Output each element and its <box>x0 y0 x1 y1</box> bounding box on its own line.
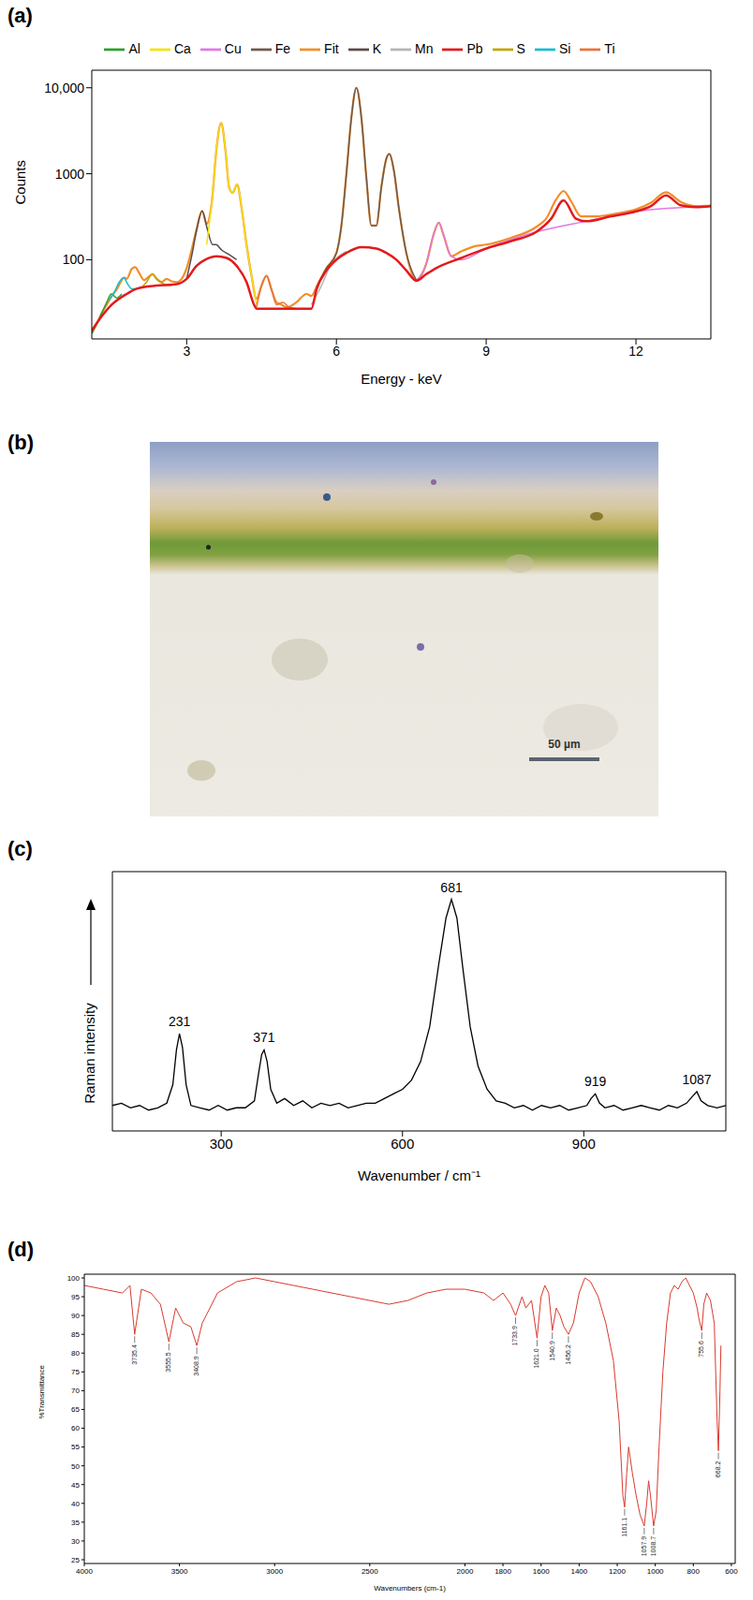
svg-text:%Transmittance: %Transmittance <box>37 1364 46 1419</box>
svg-text:Raman intensity: Raman intensity <box>81 1003 98 1105</box>
html-text:(a): (a) <box>7 3 33 28</box>
svg-text:3735.4: 3735.4 <box>131 1344 138 1366</box>
svg-text:755.6: 755.6 <box>697 1341 705 1359</box>
html-text:(b): (b) <box>7 430 34 455</box>
svg-text:1540.9: 1540.9 <box>548 1341 556 1362</box>
html-text:Ti: Ti <box>604 40 615 56</box>
svg-text:1087: 1087 <box>681 1072 711 1088</box>
svg-text:1621.0: 1621.0 <box>532 1348 540 1370</box>
svg-text:3500: 3500 <box>171 1567 189 1577</box>
svg-text:3555.5: 3555.5 <box>164 1352 172 1374</box>
svg-text:100: 100 <box>67 1274 81 1284</box>
svg-text:40: 40 <box>71 1500 80 1509</box>
svg-text:90: 90 <box>71 1312 80 1321</box>
svg-text:4000: 4000 <box>75 1567 93 1577</box>
svg-text:85: 85 <box>71 1330 80 1340</box>
svg-text:70: 70 <box>71 1387 80 1396</box>
html-text:50 µm: 50 µm <box>548 738 581 752</box>
svg-text:65: 65 <box>71 1405 80 1415</box>
html-text:Fit: Fit <box>324 40 339 56</box>
svg-text:231: 231 <box>168 1014 192 1030</box>
svg-text:1456.2: 1456.2 <box>564 1344 572 1366</box>
svg-text:1000: 1000 <box>55 166 85 182</box>
svg-text:12: 12 <box>628 343 644 359</box>
svg-text:681: 681 <box>440 880 463 896</box>
svg-text:600: 600 <box>390 1136 414 1152</box>
html-text:Ca: Ca <box>174 40 191 56</box>
html-text:K: K <box>372 40 382 56</box>
svg-text:3000: 3000 <box>265 1567 283 1577</box>
html-text:S: S <box>516 40 526 56</box>
svg-text:9: 9 <box>482 343 490 359</box>
html-text:Pb: Pb <box>466 40 483 56</box>
svg-text:95: 95 <box>71 1293 80 1302</box>
svg-text:3: 3 <box>182 343 191 359</box>
svg-text:80: 80 <box>71 1349 80 1359</box>
html-text:Fe: Fe <box>275 40 291 56</box>
svg-text:50: 50 <box>71 1462 80 1472</box>
svg-text:1000: 1000 <box>647 1567 665 1577</box>
svg-text:30: 30 <box>71 1537 80 1547</box>
svg-text:2000: 2000 <box>457 1567 474 1577</box>
svg-text:800: 800 <box>687 1567 701 1577</box>
svg-text:300: 300 <box>209 1136 234 1152</box>
html-text:(c): (c) <box>7 837 33 861</box>
svg-text:100: 100 <box>62 251 86 267</box>
svg-text:1057.9: 1057.9 <box>640 1536 648 1558</box>
svg-text:10,000: 10,000 <box>44 80 85 96</box>
svg-text:3408.9: 3408.9 <box>192 1356 200 1377</box>
svg-text:900: 900 <box>572 1136 596 1152</box>
html-text:Cu: Cu <box>224 40 242 56</box>
svg-text:600: 600 <box>724 1567 739 1577</box>
svg-text:Counts: Counts <box>12 160 29 206</box>
svg-text:2500: 2500 <box>361 1567 379 1577</box>
svg-text:371: 371 <box>252 1030 276 1046</box>
svg-text:919: 919 <box>584 1074 607 1090</box>
svg-text:35: 35 <box>71 1519 80 1528</box>
html-text:Mn: Mn <box>414 40 434 56</box>
svg-text:25: 25 <box>71 1556 80 1566</box>
svg-text:Energy - keV: Energy - keV <box>360 370 443 387</box>
svg-text:75: 75 <box>71 1368 80 1377</box>
svg-text:668.2: 668.2 <box>714 1461 722 1479</box>
svg-text:60: 60 <box>71 1424 80 1433</box>
svg-text:Wavenumber / cm⁻¹: Wavenumber / cm⁻¹ <box>357 1167 481 1184</box>
html-text:Si: Si <box>559 40 571 56</box>
svg-text:45: 45 <box>71 1481 80 1491</box>
svg-text:1600: 1600 <box>532 1567 550 1577</box>
svg-text:1733.9: 1733.9 <box>511 1326 518 1347</box>
svg-text:1400: 1400 <box>570 1567 588 1577</box>
html-text:Al: Al <box>128 40 141 56</box>
svg-text:55: 55 <box>71 1443 80 1452</box>
svg-text:1161.1: 1161.1 <box>620 1518 628 1538</box>
html-text:(d): (d) <box>7 1238 34 1262</box>
svg-text:1200: 1200 <box>608 1567 626 1577</box>
svg-text:6: 6 <box>332 343 340 359</box>
svg-text:Wavenumbers (cm-1): Wavenumbers (cm-1) <box>373 1584 446 1594</box>
svg-text:1008.7: 1008.7 <box>649 1536 657 1558</box>
svg-text:1800: 1800 <box>494 1567 512 1577</box>
